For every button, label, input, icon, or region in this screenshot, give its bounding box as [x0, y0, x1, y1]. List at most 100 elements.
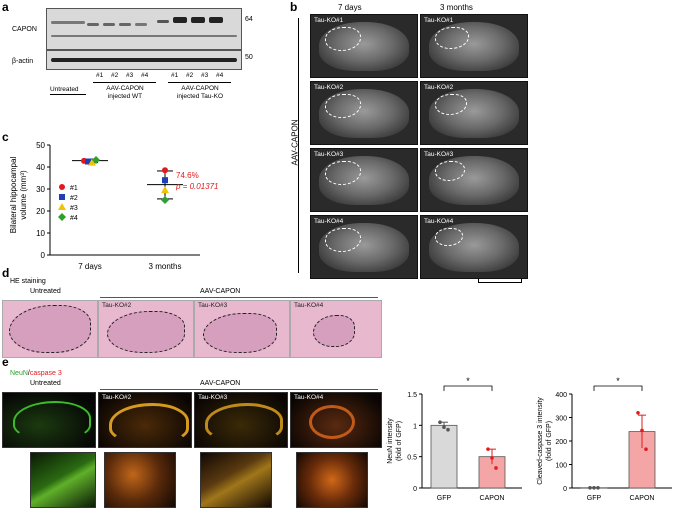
bar — [430, 424, 458, 489]
x-tick-label: CAPON — [630, 495, 655, 502]
y-tick-label: 0 — [413, 486, 417, 493]
mri-image: Tau-KO#3 — [310, 148, 418, 212]
fl-zoom-image — [296, 452, 368, 508]
data-point — [644, 447, 648, 452]
panel-label-a: a — [2, 0, 9, 14]
legend-label: #4 — [70, 215, 78, 222]
y-tick-label: 40 — [36, 163, 45, 172]
y-tick-label: 300 — [555, 416, 567, 423]
fl-zoom-image — [200, 452, 272, 508]
mw-marker-50: 50 — [245, 54, 253, 61]
mri-image: Tau-KO#2 — [420, 81, 528, 145]
fl-image: Tau-KO#4 — [290, 392, 382, 448]
significance-star: * — [616, 376, 620, 386]
group1-line2: injected WT — [107, 93, 143, 100]
lane-label: #4 — [216, 72, 224, 79]
y-tick-label: 400 — [555, 392, 567, 399]
lane-label: #4 — [141, 72, 149, 79]
mri-image: Tau-KO#3 — [420, 148, 528, 212]
he-label: Tau-KO#2 — [102, 302, 132, 309]
data-point — [494, 466, 498, 470]
mri-label: Tau-KO#2 — [424, 84, 454, 91]
capon-row-label: CAPON — [12, 26, 37, 33]
y-tick-label: 20 — [36, 207, 45, 216]
caspase-label: caspase 3 — [29, 370, 62, 377]
y-tick-label: 1 — [413, 423, 417, 430]
fl-group: AAV-CAPON — [200, 380, 241, 387]
mri-col-3months: 3 months — [440, 3, 473, 12]
data-point — [640, 428, 644, 433]
mri-image: Tau-KO#1 — [420, 14, 528, 78]
slash-label: / — [27, 370, 30, 377]
y-axis-label: Cleaved-caspase 3 intensity — [537, 397, 544, 485]
actin-blot — [46, 50, 242, 70]
y-axis-label: NeuN intensity — [387, 418, 394, 464]
data-point — [59, 184, 65, 190]
he-untreated: Untreated — [30, 288, 61, 295]
y-tick-label: 0 — [563, 486, 567, 493]
data-point — [161, 196, 169, 204]
lane-label: #1 — [171, 72, 179, 79]
mri-label: Tau-KO#1 — [314, 17, 344, 24]
data-point — [592, 485, 596, 490]
panel-label-b: b — [290, 0, 298, 14]
y-tick-label: 30 — [36, 185, 45, 194]
he-image: Tau-KO#4 — [290, 300, 382, 358]
fl-zoom-image — [30, 452, 96, 508]
lane-label: #2 — [111, 72, 119, 79]
legend-label: #2 — [70, 195, 78, 202]
data-point — [446, 427, 450, 432]
data-point — [490, 456, 494, 460]
untreated-label: Untreated — [50, 86, 79, 93]
lane-label: #1 — [96, 72, 104, 79]
data-point — [486, 447, 490, 451]
data-point — [92, 155, 100, 164]
x-tick-label: CAPON — [480, 495, 505, 502]
significance-star: * — [466, 376, 470, 386]
y-tick-label: 50 — [36, 141, 45, 150]
y-axis-label: (fold of GFP) — [396, 421, 403, 461]
he-title: HE staining — [10, 278, 46, 285]
mw-marker-64: 64 — [245, 16, 253, 23]
data-point — [588, 485, 592, 490]
data-point — [636, 411, 640, 415]
mri-label: Tau-KO#2 — [314, 84, 344, 91]
he-image: Tau-KO#3 — [194, 300, 290, 358]
data-point — [162, 167, 168, 174]
volume-ylabel-line1: Bilateral hippocampal — [9, 157, 18, 234]
data-point — [58, 203, 66, 210]
y-tick-label: 10 — [36, 229, 45, 238]
mri-scale-bar — [478, 282, 522, 283]
fl-label: Tau-KO#3 — [198, 394, 228, 401]
fl-label: Tau-KO#4 — [294, 394, 324, 401]
y-tick-label: 1.5 — [407, 392, 417, 399]
he-label: Tau-KO#4 — [294, 302, 324, 309]
volume-annot-pct: 74.6% — [176, 171, 199, 180]
data-point — [59, 194, 65, 200]
y-tick-label: 100 — [555, 463, 567, 470]
y-tick-label: 0 — [41, 251, 46, 260]
fl-image: Tau-KO#2 — [98, 392, 192, 448]
mri-image: Tau-KO#1 — [310, 14, 418, 78]
y-tick-label: 200 — [555, 439, 567, 446]
he-group: AAV-CAPON — [200, 288, 241, 295]
significance-bracket — [443, 385, 493, 391]
he-image-untreated — [2, 300, 98, 358]
y-axis-label: (fold of GFP) — [546, 421, 553, 461]
data-point — [161, 186, 169, 194]
data-point — [442, 425, 446, 430]
mri-label: Tau-KO#1 — [424, 17, 454, 24]
neun-label: NeuN — [10, 370, 28, 377]
fl-image: Tau-KO#3 — [194, 392, 288, 448]
capon-blot — [46, 8, 242, 50]
neun-bar-chart: 0 0.5 1 1.5 NeuN intensity (fold of GFP) GFP CA… — [387, 376, 522, 502]
volume-ylabel-line2: volume (mm³) — [19, 170, 28, 220]
data-point — [162, 177, 168, 184]
fl-untreated: Untreated — [30, 380, 61, 387]
mri-image: Tau-KO#2 — [310, 81, 418, 145]
actin-row-label: β-actin — [12, 58, 34, 65]
legend-label: #3 — [70, 205, 78, 212]
data-point — [438, 420, 442, 424]
lane-label: #3 — [201, 72, 209, 79]
lane-label: #2 — [186, 72, 194, 79]
